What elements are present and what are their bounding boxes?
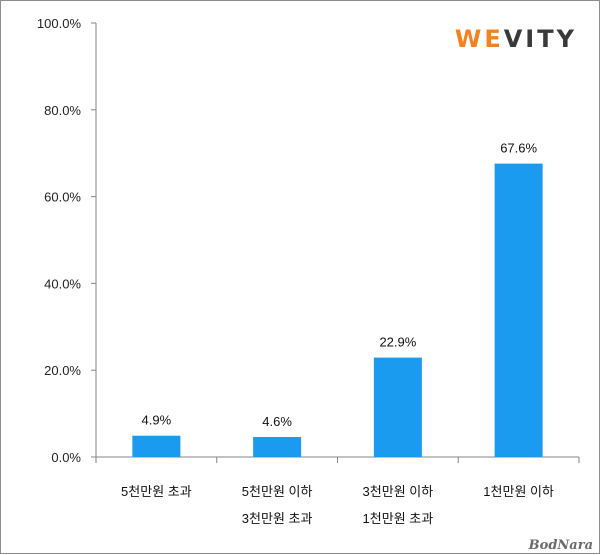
bar xyxy=(253,437,302,457)
bar xyxy=(494,163,543,457)
logo-prefix: WE xyxy=(455,25,504,53)
y-tick-label: 60.0% xyxy=(44,190,81,205)
logo-suffix: VITY xyxy=(504,25,577,53)
x-category-label: 5천만원 초과 xyxy=(121,484,192,499)
bodnara-watermark: BodNara xyxy=(528,538,593,553)
y-tick-label: 100.0% xyxy=(37,16,82,31)
x-category-label: 1천만원 초과 xyxy=(363,511,434,526)
data-label: 4.6% xyxy=(262,414,292,429)
x-category-label: 1천만원 이하 xyxy=(483,484,554,499)
data-label: 67.6% xyxy=(500,141,537,156)
y-tick-label: 40.0% xyxy=(44,276,81,291)
y-tick-label: 20.0% xyxy=(44,363,81,378)
x-category-label: 3천만원 초과 xyxy=(242,511,313,526)
bar xyxy=(373,357,422,457)
wevity-logo: WEVITY xyxy=(455,25,577,53)
chart-labels: 4.9% 5천만원 초과 4.6% 5천만원 이하 3천만원 초과 22.9% 3천만원 이… xyxy=(121,141,554,526)
chart-bars xyxy=(132,163,543,457)
y-tick-label: 80.0% xyxy=(44,103,81,118)
x-category-label: 5천만원 이하 xyxy=(242,484,313,499)
y-tick-label: 0.0% xyxy=(51,450,81,465)
data-label: 22.9% xyxy=(379,335,416,350)
bar xyxy=(132,435,181,457)
data-label: 4.9% xyxy=(142,413,172,428)
x-category-label: 3천만원 이하 xyxy=(363,484,434,499)
